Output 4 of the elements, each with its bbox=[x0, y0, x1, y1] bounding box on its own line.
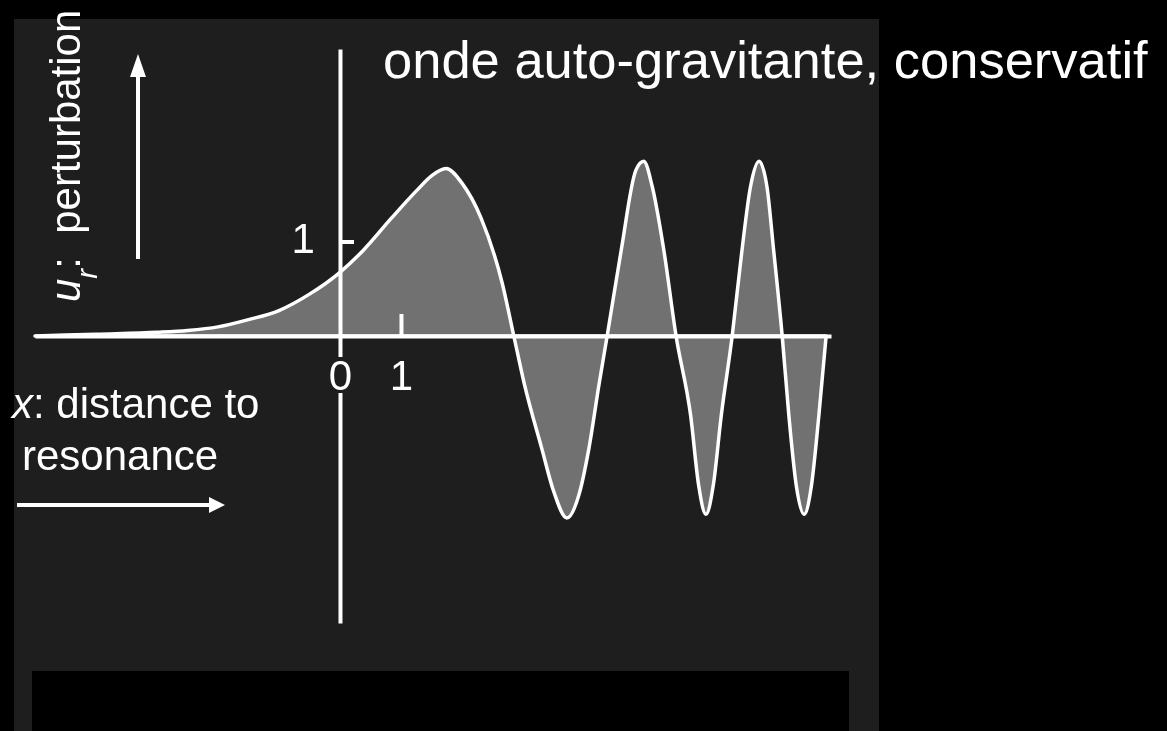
x-axis-title: x: distance to resonance bbox=[10, 380, 260, 479]
annotation: 1 bbox=[291, 215, 315, 262]
x-tick-label: 0 bbox=[328, 351, 353, 399]
chart-title: onde auto-gravitante, conservatif bbox=[383, 30, 1149, 89]
